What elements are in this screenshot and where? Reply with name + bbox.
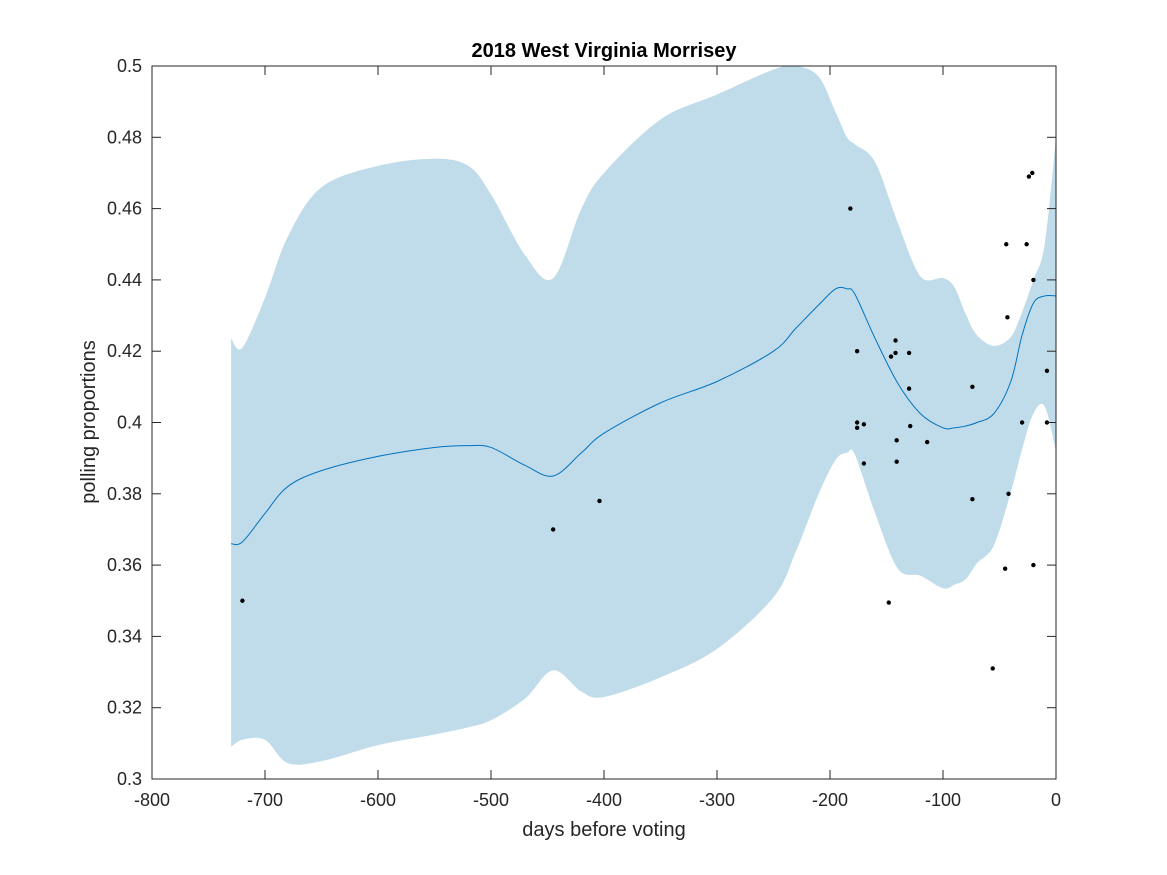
poll-point [893, 350, 898, 356]
poll-point [888, 354, 894, 359]
poll-point [894, 459, 899, 464]
y-tick-label: 0.32 [107, 698, 142, 718]
poll-point [848, 206, 853, 211]
poll-point [906, 350, 912, 356]
y-tick-label: 0.4 [117, 413, 142, 433]
x-tick-label: -800 [134, 790, 170, 810]
poll-points [240, 170, 1050, 671]
poll-point [597, 498, 602, 504]
y-tick-label: 0.3 [117, 769, 142, 789]
y-tick-label: 0.46 [107, 199, 142, 219]
poll-point [854, 420, 860, 425]
y-tick-label: 0.44 [107, 270, 142, 290]
x-tick-label: -300 [699, 790, 735, 810]
poll-point [894, 438, 899, 443]
poll-point [1026, 174, 1032, 179]
plot-area [231, 65, 1057, 765]
poll-point [550, 527, 556, 532]
x-tick-label: -700 [247, 790, 283, 810]
poll-point [1004, 242, 1009, 247]
poll-point [924, 439, 930, 445]
y-tick-label: 0.36 [107, 555, 142, 575]
poll-point [893, 338, 898, 343]
chart-title: 2018 West Virginia Morrisey [472, 40, 738, 62]
poll-point [1024, 242, 1029, 247]
y-tick-label: 0.38 [107, 484, 142, 504]
poll-point [1002, 566, 1008, 571]
poll-point [854, 425, 860, 431]
poll-point [970, 384, 975, 390]
confidence-band [231, 65, 1057, 765]
x-tick-label: -600 [360, 790, 396, 810]
x-tick-label: 0 [1051, 790, 1061, 810]
x-axis-label: days before voting [522, 819, 685, 841]
y-tick-label: 0.34 [107, 626, 142, 646]
x-axis-ticks: -800 -700 -600 -500 -400 -300 -200 -100 0 [134, 66, 1061, 810]
poll-point [970, 496, 975, 502]
y-tick-label: 0.48 [107, 127, 142, 147]
y-axis-label: polling proportions [78, 340, 100, 503]
mean-line [231, 286, 1057, 546]
x-tick-label: -500 [473, 790, 509, 810]
poll-point [861, 422, 867, 427]
y-tick-label: 0.42 [107, 341, 142, 361]
poll-point [1030, 170, 1035, 176]
poll-point [861, 461, 867, 466]
poll-point [1019, 420, 1025, 425]
x-tick-label: -100 [925, 790, 961, 810]
poll-point [1044, 420, 1050, 425]
y-axis-ticks: 0.3 0.32 0.34 0.36 0.38 0.4 0.42 0.44 0.46 0.48 0.… [107, 56, 1056, 789]
poll-point [854, 349, 860, 354]
x-tick-label: -200 [812, 790, 848, 810]
poll-point [1044, 368, 1050, 374]
poll-point [1005, 315, 1010, 320]
poll-point [990, 666, 995, 671]
x-tick-label: -400 [586, 790, 622, 810]
poll-point [886, 600, 891, 605]
y-tick-label: 0.5 [117, 56, 142, 76]
poll-point [240, 598, 245, 603]
poll-point [1031, 277, 1036, 283]
poll-point [908, 423, 913, 429]
poll-point [1006, 491, 1011, 496]
poll-point [1031, 562, 1036, 568]
poll-point [906, 386, 912, 391]
